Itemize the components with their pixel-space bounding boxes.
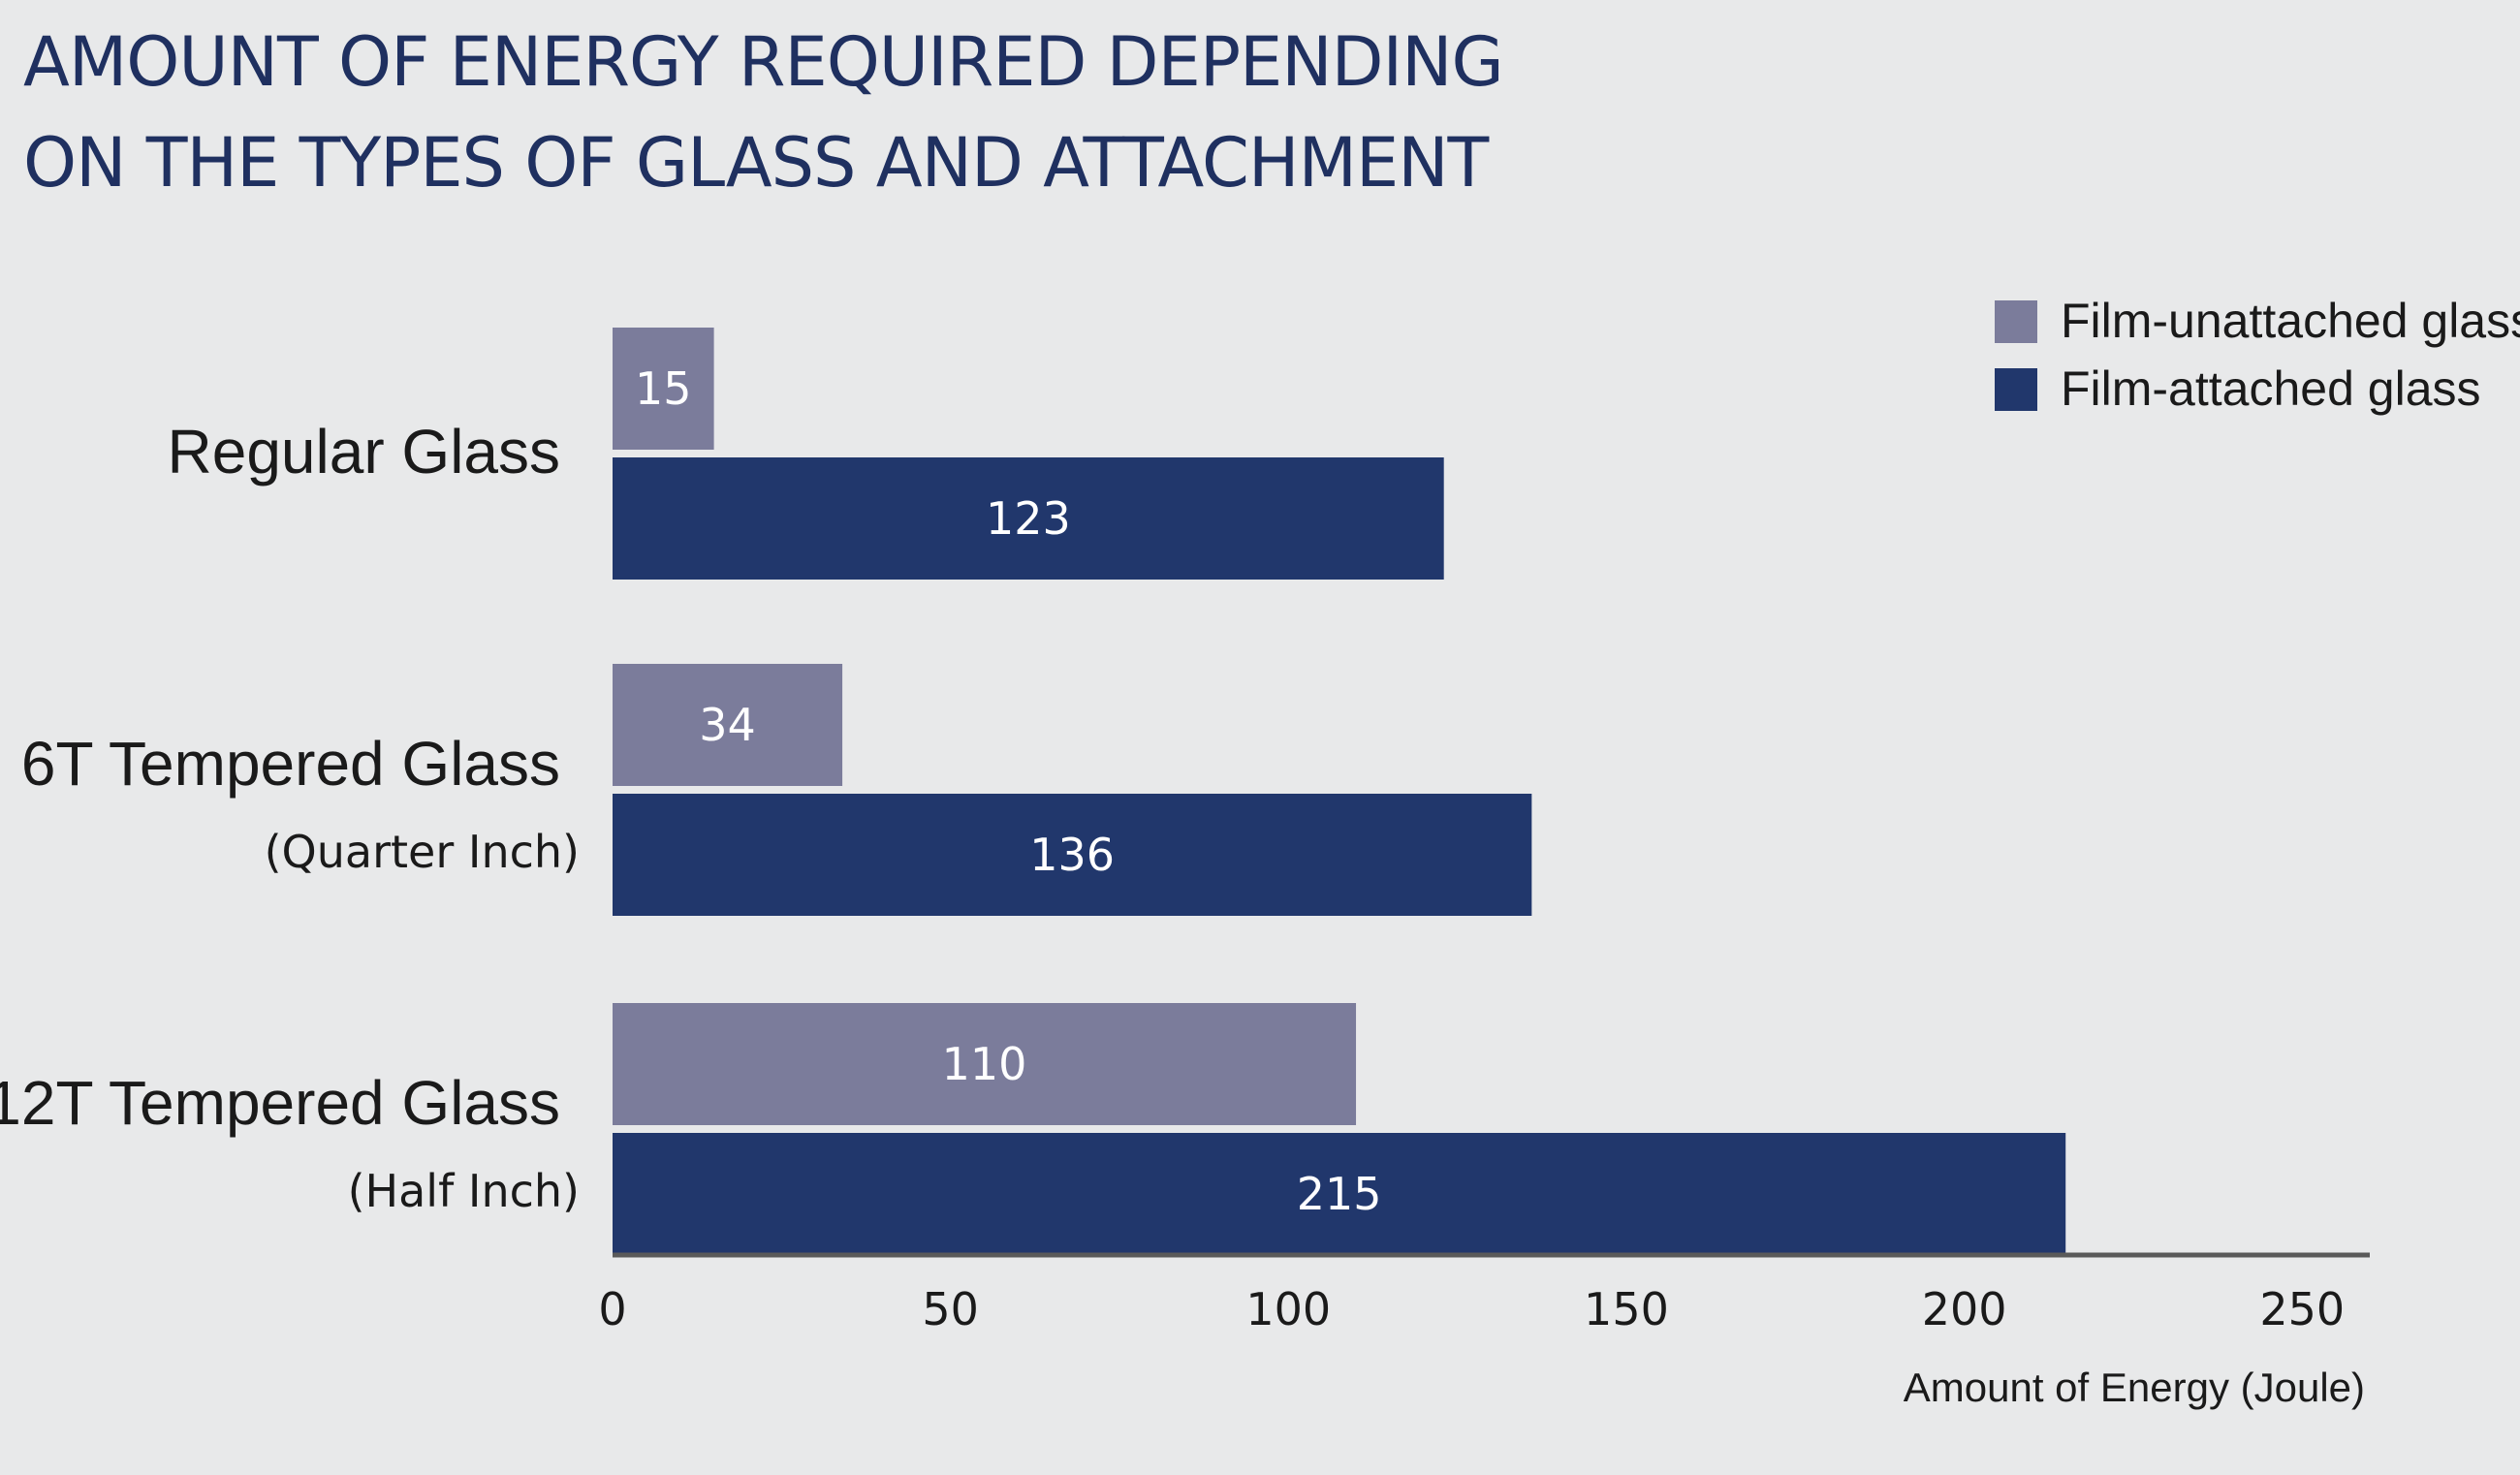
x-tick-label: 50	[922, 1283, 979, 1335]
category-label: 12T Tempered Glass	[0, 1068, 560, 1138]
x-tick-label: 150	[1584, 1283, 1669, 1335]
bar	[613, 457, 1444, 580]
x-axis-title: Amount of Energy (Joule)	[1904, 1365, 2365, 1410]
category-sublabel: (Half Inch)	[348, 1165, 580, 1217]
bar-value-label: 215	[1297, 1168, 1382, 1220]
bar	[613, 664, 843, 786]
chart-title-line-2: ON THE TYPES OF GLASS AND ATTACHMENT	[23, 123, 1490, 203]
bar	[613, 1133, 2066, 1255]
legend-swatch	[1995, 300, 2037, 343]
bar-value-label: 136	[1029, 829, 1115, 881]
x-tick-label: 0	[598, 1283, 626, 1335]
x-tick-label: 100	[1245, 1283, 1331, 1335]
category-labels: Regular Glass 6T Tempered Glass (Quarter I…	[0, 417, 580, 1217]
bars: 15 123 34 136 110 215	[613, 328, 2066, 1255]
x-tick-label: 250	[2259, 1283, 2345, 1335]
chart-title: AMOUNT OF ENERGY REQUIRED DEPENDING ON T…	[23, 22, 1504, 203]
legend-swatch	[1995, 368, 2037, 411]
category-label: 6T Tempered Glass	[21, 729, 560, 799]
category-label: Regular Glass	[168, 417, 561, 486]
bar-value-label: 34	[699, 699, 756, 751]
bar	[613, 1003, 1357, 1125]
x-tick-label: 200	[1922, 1283, 2007, 1335]
bar-value-label: 15	[635, 362, 692, 415]
bar-value-label: 110	[942, 1038, 1027, 1090]
bar	[613, 794, 1532, 916]
legend-label: Film-unattached glass	[2061, 294, 2520, 348]
category-sublabel: (Quarter Inch)	[265, 826, 580, 878]
legend-label: Film-attached glass	[2061, 361, 2481, 416]
chart-title-line-1: AMOUNT OF ENERGY REQUIRED DEPENDING	[23, 22, 1503, 102]
x-axis: 0 50 100 150 200 250 Amount of Energy (Joule)	[598, 1252, 2370, 1410]
bar-value-label: 123	[986, 492, 1071, 545]
bar	[613, 328, 714, 450]
legend: Film-unattached glass Film-attached glass	[1995, 294, 2520, 416]
